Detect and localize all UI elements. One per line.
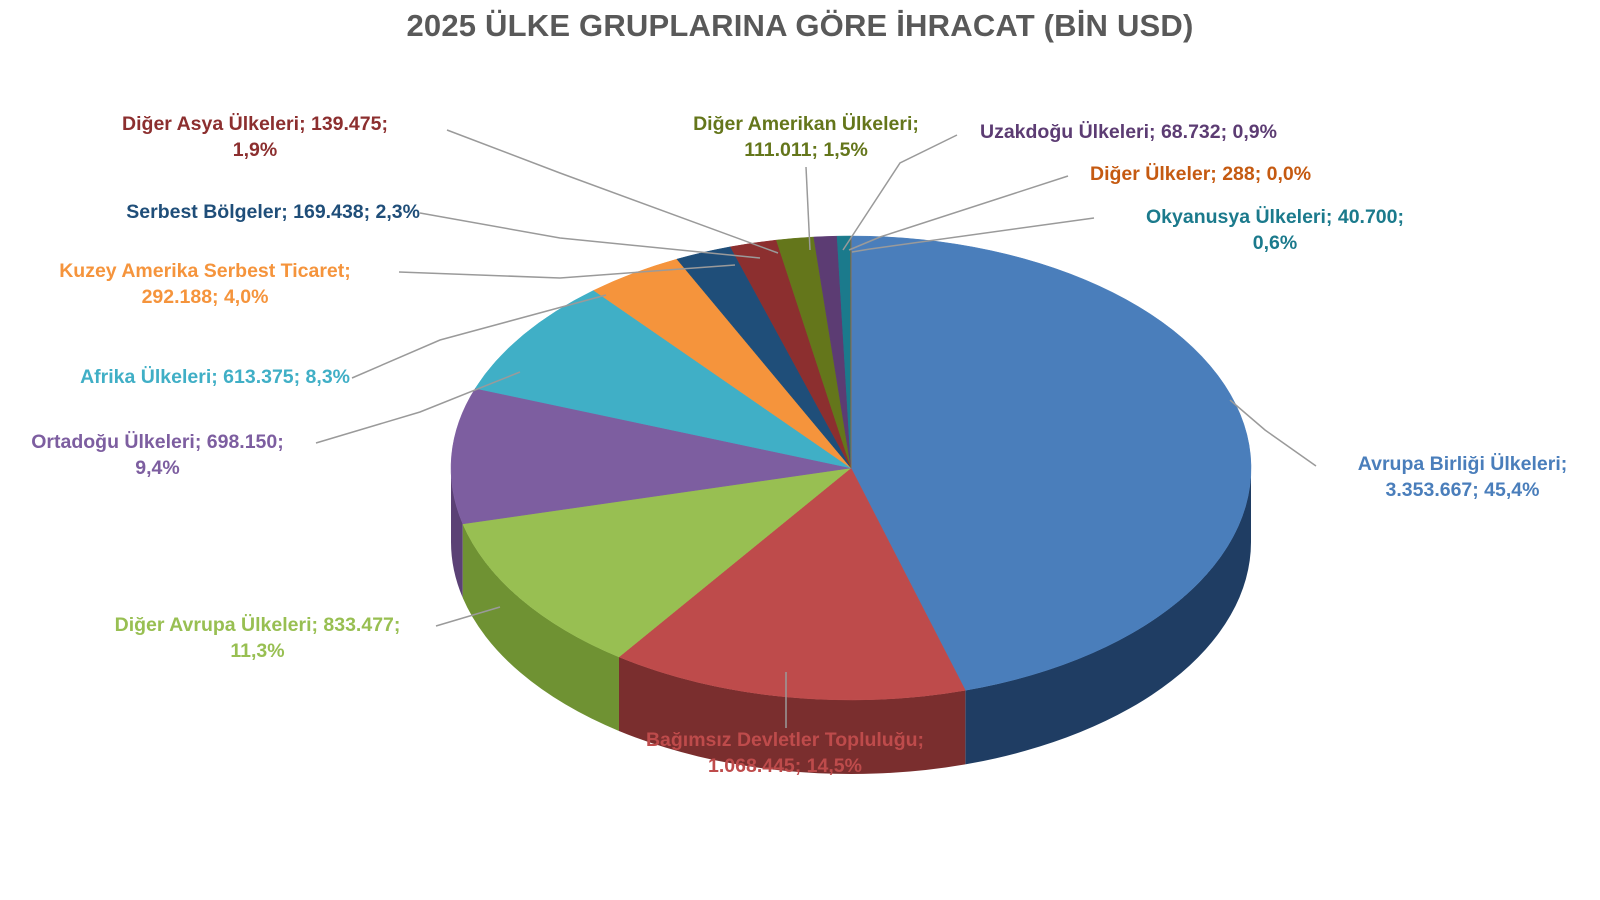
label-line-1: Diğer Avrupa Ülkeleri; 833.477; bbox=[114, 614, 401, 636]
data-label-uzakdogu-ulkeleri: Uzakdoğu Ülkeleri; 68.732; 0,9% bbox=[980, 120, 1380, 146]
pie-top-faces bbox=[450, 235, 1252, 701]
pie-slice-2[interactable] bbox=[462, 467, 852, 658]
pie-side-2 bbox=[462, 523, 619, 731]
label-line-1: Avrupa Birliği Ülkeleri; bbox=[1357, 453, 1568, 475]
data-label-avrupa-birligi-ulkeleri: Avrupa Birliği Ülkeleri; 3.353.667; 45,4… bbox=[1325, 452, 1600, 503]
pie-side-3 bbox=[451, 468, 463, 598]
data-label-diger-asya-ulkeleri: Diğer Asya Ülkeleri; 139.475; 1,9% bbox=[60, 112, 450, 163]
data-label-okyanusya-ulkeleri: Okyanusya Ülkeleri; 40.700; 0,6% bbox=[1110, 205, 1440, 256]
pie-slice-4[interactable] bbox=[474, 290, 852, 469]
data-label-afrika-ulkeleri: Afrika Ülkeleri; 613.375; 8,3% bbox=[0, 365, 350, 391]
data-label-bagimsiz-devletler-toplulugu: Bağımsız Devletler Topluluğu; 1.068.445;… bbox=[590, 728, 980, 779]
data-label-diger-amerikan-ulkeleri: Diğer Amerikan Ülkeleri; 111.011; 1,5% bbox=[596, 112, 1016, 163]
pie-side-walls bbox=[451, 468, 1251, 775]
label-line-2: 1.068.445; 14,5% bbox=[708, 754, 862, 777]
leader-lines bbox=[315, 129, 1317, 728]
label-line-1: Ortadoğu Ülkeleri; 698.150; bbox=[31, 431, 284, 453]
label-line-1: Diğer Asya Ülkeleri; 139.475; bbox=[122, 113, 388, 135]
label-line-1: Uzakdoğu Ülkeleri; 68.732; 0,9% bbox=[980, 121, 1277, 143]
label-line-2: 9,4% bbox=[135, 456, 180, 479]
label-line-2: 1,9% bbox=[232, 138, 278, 161]
pie-slice-3[interactable] bbox=[450, 388, 852, 525]
label-line-1: Diğer Ülkeler; 288; 0,0% bbox=[1090, 163, 1312, 185]
label-line-1: Diğer Amerikan Ülkeleri; bbox=[693, 113, 919, 135]
label-line-2: 3.353.667; 45,4% bbox=[1385, 478, 1540, 501]
data-label-diger-avrupa-ulkeleri: Diğer Avrupa Ülkeleri; 833.477; 11,3% bbox=[80, 613, 435, 664]
data-label-ortadogu-ulkeleri: Ortadoğu Ülkeleri; 698.150; 9,4% bbox=[0, 430, 315, 481]
data-label-diger-ulkeler: Diğer Ülkeler; 288; 0,0% bbox=[1090, 162, 1450, 188]
chart-title: 2025 ÜLKE GRUPLARINA GÖRE İHRACAT (BİN U… bbox=[406, 8, 1194, 43]
label-line-1: Okyanusya Ülkeleri; 40.700; bbox=[1146, 206, 1404, 228]
label-line-1: Serbest Bölgeler; 169.438; 2,3% bbox=[126, 201, 420, 223]
label-line-2: 11,3% bbox=[230, 639, 285, 662]
label-line-2: 0,6% bbox=[1252, 231, 1298, 254]
label-line-2: 292.188; 4,0% bbox=[141, 285, 269, 308]
label-line-2: 111.011; 1,5% bbox=[744, 138, 868, 161]
label-line-1: Kuzey Amerika Serbest Ticaret; bbox=[59, 260, 351, 282]
data-label-kuzey-amerika-serbest-ticaret: Kuzey Amerika Serbest Ticaret; 292.188; … bbox=[10, 259, 400, 310]
pie-slice-0[interactable] bbox=[850, 235, 1252, 691]
label-line-1: Afrika Ülkeleri; 613.375; 8,3% bbox=[80, 366, 350, 388]
pie-side-1 bbox=[618, 656, 966, 775]
data-label-serbest-bolgeler: Serbest Bölgeler; 169.438; 2,3% bbox=[30, 200, 420, 226]
label-line-1: Bağımsız Devletler Topluluğu; bbox=[645, 729, 925, 751]
pie-side-0 bbox=[965, 468, 1251, 765]
